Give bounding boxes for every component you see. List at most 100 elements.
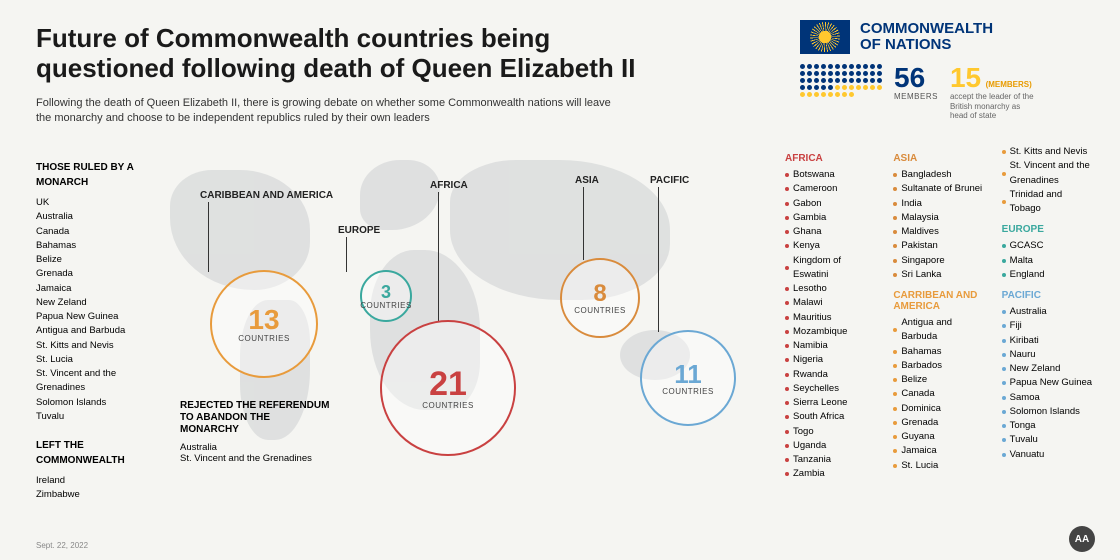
bubble-count: 11 [674,361,702,387]
country-item: Tonga [1002,419,1095,433]
country-item: Lesotho [785,282,878,296]
right-col: ASIABangladeshSultanate of BruneiIndiaMa… [893,145,986,482]
member-dot [807,85,812,90]
country-item: Solomon Islands [1002,405,1095,419]
country-name: Malawi [793,296,823,310]
logo-text: COMMONWEALTH OF NATIONS [860,21,993,54]
right-lists: AFRICABotswanaCameroonGabonGambiaGhanaKe… [785,145,1095,482]
member-dot [849,71,854,76]
bullet-icon [893,392,897,396]
country-name: Maldives [901,225,939,239]
monarch-list: UKAustraliaCanadaBahamasBelizeGrenadaJam… [36,196,166,424]
region-label-africa: AFRICA [430,180,468,191]
country-item: Rwanda [785,368,878,382]
list-item: Bahamas [36,239,166,253]
country-item: Mauritius [785,311,878,325]
member-dot [814,92,819,97]
country-item: Belize [893,373,986,387]
country-item: Grenada [893,416,986,430]
member-dot [856,78,861,83]
country-item: Kenya [785,239,878,253]
country-name: Namibia [793,339,828,353]
member-dot [807,64,812,69]
country-item: India [893,197,986,211]
region-label-asia: ASIA [575,175,599,186]
bubble-europe: 3COUNTRIES [360,270,412,322]
country-item: Papua New Guinea [1002,376,1095,390]
bubble-pacific: 11COUNTRIES [640,330,736,426]
member-dot [821,78,826,83]
country-name: Rwanda [793,368,828,382]
region-line [346,237,347,272]
country-name: Bangladesh [901,168,951,182]
region-header: ASIA [893,153,986,164]
member-dot [863,64,868,69]
bullet-icon [1002,381,1006,385]
country-name: Grenada [901,416,938,430]
bullet-icon [893,378,897,382]
list-item: New Zeland [36,296,166,310]
country-name: Solomon Islands [1010,405,1080,419]
country-item: Canada [893,387,986,401]
member-dot [877,78,882,83]
member-dot [870,85,875,90]
country-item: Gabon [785,197,878,211]
left-lists: THOSE RULED BY A MONARCH UKAustraliaCana… [36,160,166,503]
country-name: Nauru [1010,348,1036,362]
country-item: Bahamas [893,345,986,359]
bullet-icon [893,273,897,277]
country-item: Maldives [893,225,986,239]
country-name: Samoa [1010,391,1040,405]
left-list: IrelandZimbabwe [36,474,166,503]
bullet-icon [893,464,897,468]
list-item: St. Kitts and Nevis [36,339,166,353]
country-name: Zambia [793,467,825,481]
country-name: Tuvalu [1010,433,1038,447]
member-dot [835,78,840,83]
bullet-icon [785,458,789,462]
member-dot [877,64,882,69]
country-name: Belize [901,373,927,387]
country-name: St. Kitts and Nevis [1010,145,1088,159]
bullet-icon [785,230,789,234]
member-dot [849,64,854,69]
country-item: Dominica [893,402,986,416]
country-item: Zambia [785,467,878,481]
member-dot [835,64,840,69]
left-title: LEFT THE COMMONWEALTH [36,438,166,468]
bullet-icon [785,287,789,291]
region-label-caribbean: CARIBBEAN AND AMERICA [200,190,333,201]
member-dot [828,71,833,76]
country-item: Ghana [785,225,878,239]
member-dot [828,78,833,83]
bubble-asia: 8COUNTRIES [560,258,640,338]
bullet-icon [893,407,897,411]
member-dot [800,92,805,97]
stats-row: 56 MEMBERS 15 (MEMBERS) accept the leade… [800,64,1090,121]
member-dot [800,71,805,76]
monarch-title: THOSE RULED BY A MONARCH [36,160,166,190]
rejected-box: REJECTED THE REFERENDUM TO ABANDON THE M… [180,400,330,464]
country-item: Kiribati [1002,334,1095,348]
region-line [583,187,584,260]
country-name: Malta [1010,254,1033,268]
bullet-icon [893,328,897,332]
bullet-icon [1002,353,1006,357]
bullet-icon [1002,172,1006,176]
country-name: Mozambique [793,325,847,339]
member-dot [856,71,861,76]
country-name: Mauritius [793,311,832,325]
stat-15-suffix: (MEMBERS) [986,80,1032,89]
bullet-icon [785,344,789,348]
member-dot [828,92,833,97]
member-dot [842,71,847,76]
bullet-icon [1002,339,1006,343]
country-item: Malawi [785,296,878,310]
member-dot [800,64,805,69]
member-dot [807,71,812,76]
bullet-icon [893,216,897,220]
list-item: Papua New Guinea [36,310,166,324]
subtitle: Following the death of Queen Elizabeth I… [36,96,616,127]
country-name: Togo [793,425,814,439]
stat-15-desc: accept the leader of the British monarch… [950,92,1040,121]
